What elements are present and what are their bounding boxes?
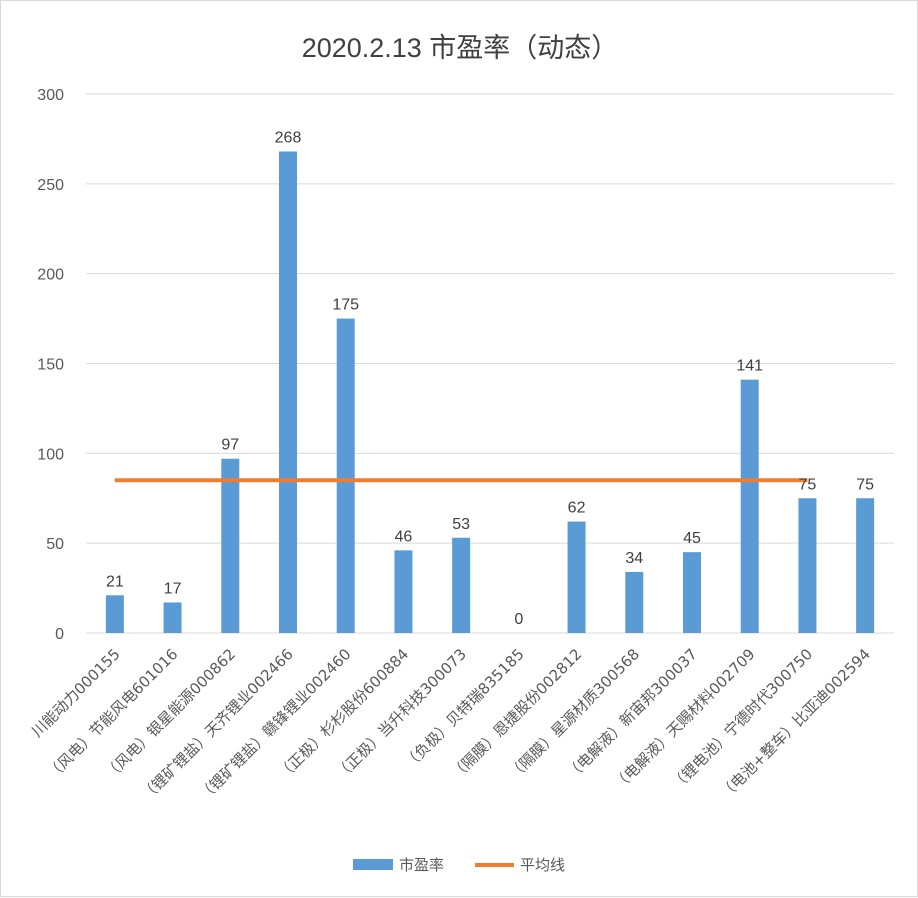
bar-series (105, 151, 875, 633)
data-label-9: 34 (625, 550, 643, 567)
bar-11 (740, 379, 759, 633)
bar-5 (394, 550, 413, 633)
legend-swatch-pe-ratio (353, 859, 393, 870)
bar-0 (105, 595, 124, 633)
y-tick-label-0: 0 (55, 626, 64, 643)
y-tick-label-100: 100 (37, 446, 64, 463)
legend: 市盈率 平均线 (353, 856, 565, 874)
y-tick-label-150: 150 (37, 357, 64, 374)
data-label-10: 45 (683, 530, 701, 547)
bar-12 (798, 498, 817, 633)
bar-1 (163, 602, 182, 633)
data-label-8: 62 (568, 500, 586, 517)
y-tick-label-250: 250 (37, 177, 64, 194)
data-label-1: 17 (164, 580, 182, 597)
y-tick-label-50: 50 (46, 536, 64, 553)
data-label-11: 141 (736, 358, 763, 375)
data-label-6: 53 (452, 516, 470, 533)
grid-lines (86, 93, 894, 634)
data-label-7: 0 (514, 611, 523, 628)
legend-label-pe-ratio: 市盈率 (399, 856, 444, 874)
bar-6 (452, 537, 471, 633)
y-tick-label-300: 300 (37, 87, 64, 104)
data-label-3: 268 (275, 129, 302, 146)
y-tick-label-200: 200 (37, 267, 64, 284)
chart-title: 2020.2.13 市盈率（动态） (302, 33, 619, 63)
bar-3 (279, 151, 297, 633)
bar-10 (683, 552, 701, 633)
bar-9 (625, 571, 644, 633)
y-axis-ticks: 0 50 100 150 200 250 300 (37, 87, 64, 643)
legend-label-average-line: 平均线 (520, 856, 565, 874)
x-axis-ticks: 川能动力000155（风电）节能风电601016（风电）银星能源000862（锂… (28, 645, 874, 804)
data-label-5: 46 (395, 528, 413, 545)
bar-2 (221, 458, 240, 633)
data-label-2: 97 (221, 437, 239, 454)
data-label-0: 21 (106, 573, 124, 590)
data-label-4: 175 (332, 297, 359, 314)
data-label-13: 75 (856, 476, 874, 493)
bar-8 (567, 521, 586, 633)
data-labels: 21 17 97 268 175 46 53 0 62 34 45 141 75 75 (106, 129, 874, 628)
data-label-12: 75 (799, 476, 817, 493)
bar-13 (856, 498, 875, 633)
bar-4 (336, 318, 355, 633)
